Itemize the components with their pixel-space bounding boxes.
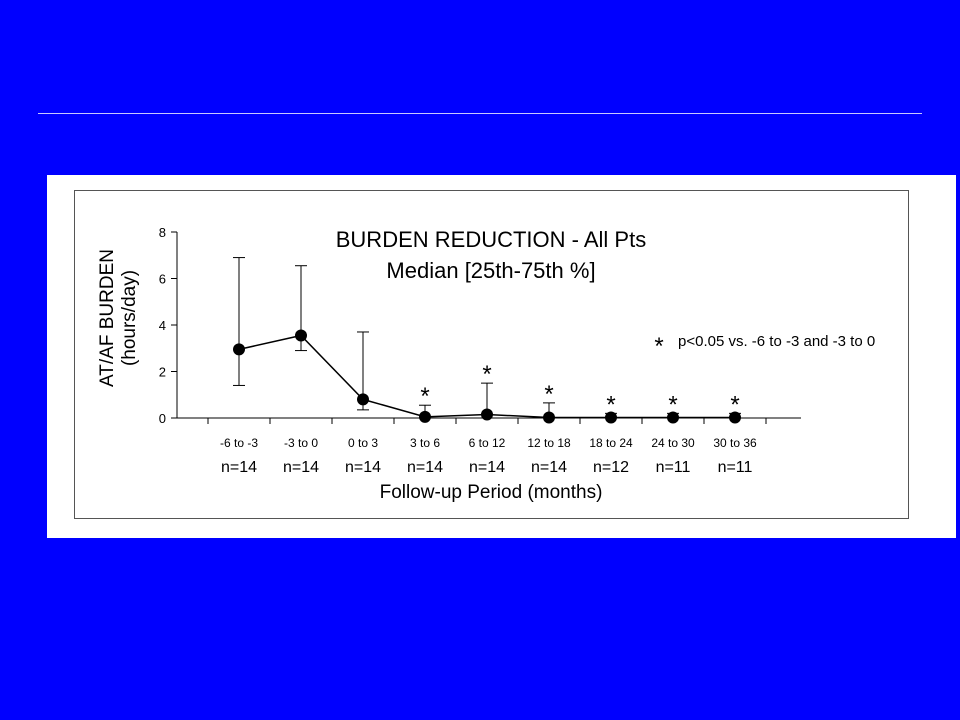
x-tick-label: 6 to 12 <box>469 436 506 450</box>
y-axis-label-line2: (hours/day) <box>119 270 140 366</box>
n-label: n=14 <box>221 459 257 476</box>
n-label: n=11 <box>718 459 753 476</box>
y-tick-label: 6 <box>159 272 166 287</box>
median-point <box>481 408 493 421</box>
n-label: n=14 <box>283 459 319 476</box>
significance-note: p<0.05 vs. -6 to -3 and -3 to 0 <box>678 333 875 350</box>
x-tick-label: -3 to 0 <box>284 436 318 450</box>
chart-title: BURDEN REDUCTION - All Pts <box>336 227 646 252</box>
y-tick-label: 0 <box>159 411 166 426</box>
chart-subtitle: Median [25th-75th %] <box>386 258 595 283</box>
median-point <box>357 393 369 406</box>
y-axis-label-line1: AT/AF BURDEN <box>97 249 118 387</box>
burden-chart: BURDEN REDUCTION - All Pts Median [25th-… <box>97 225 875 503</box>
x-tick-label: 30 to 36 <box>713 436 757 450</box>
n-label: n=11 <box>656 459 691 476</box>
median-point <box>295 329 307 342</box>
n-label: n=14 <box>345 459 381 476</box>
x-tick-label: 12 to 18 <box>527 436 571 450</box>
significance-star: * <box>544 381 553 408</box>
slide-divider <box>38 113 922 114</box>
median-point <box>543 411 555 424</box>
chart-frame <box>74 190 909 519</box>
x-tick-label: 0 to 3 <box>348 436 378 450</box>
n-label: n=14 <box>531 459 567 476</box>
x-tick-label: 24 to 30 <box>651 436 695 450</box>
y-tick-label: 8 <box>159 225 166 240</box>
median-point <box>233 343 245 356</box>
chart-panel: BURDEN REDUCTION - All Pts Median [25th-… <box>47 175 956 538</box>
x-tick-label: -6 to -3 <box>220 436 258 450</box>
y-tick-label: 2 <box>159 365 166 380</box>
median-point <box>605 411 617 424</box>
significance-star: * <box>482 361 491 388</box>
significance-note-symbol: * <box>654 333 663 360</box>
n-label: n=12 <box>593 459 629 476</box>
x-axis-label: Follow-up Period (months) <box>380 482 603 503</box>
x-tick-label: 18 to 24 <box>589 436 633 450</box>
median-point <box>729 411 741 424</box>
significance-star: * <box>730 391 739 418</box>
significance-star: * <box>668 391 677 418</box>
median-point <box>667 411 679 424</box>
significance-star: * <box>420 383 429 410</box>
n-label: n=14 <box>469 459 505 476</box>
significance-star: * <box>606 391 615 418</box>
y-tick-label: 4 <box>159 318 166 333</box>
n-label: n=14 <box>407 459 443 476</box>
median-point <box>419 410 431 423</box>
x-tick-label: 3 to 6 <box>410 436 440 450</box>
